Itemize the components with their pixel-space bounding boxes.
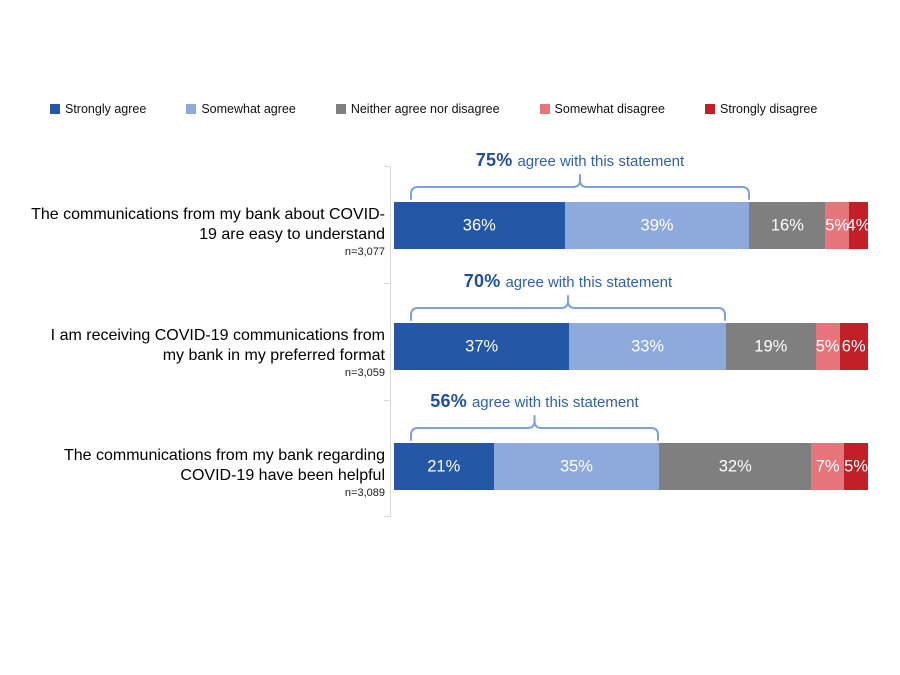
legend-swatch-icon [50, 104, 60, 114]
statement-label: The communications from my bank about CO… [18, 205, 385, 258]
agree-bracket [410, 295, 726, 321]
legend-item-somewhat-disagree: Somewhat disagree [539, 102, 666, 116]
statement-line: The communications from my bank about CO… [31, 206, 385, 223]
agree-annotation: 70% agree with this statement [410, 271, 726, 295]
bar-segment-somewhat-agree: 35% [493, 443, 660, 490]
bar-segment-strongly-disagree: 5% [844, 443, 868, 490]
segment-value-label: 5% [825, 216, 850, 234]
legend-label: Somewhat disagree [554, 102, 666, 116]
segment-value-label: 16% [770, 216, 804, 234]
segment-value-label: 21% [427, 457, 461, 475]
segment-value-label: 5% [815, 337, 840, 355]
bar-segment-somewhat-disagree: 5% [825, 202, 849, 249]
segment-value-label: 4% [846, 216, 871, 234]
axis-tick [384, 516, 391, 517]
bar-segment-neither: 16% [749, 202, 826, 249]
stacked-bar: 37% 33% 19% 5% 6% [394, 323, 868, 370]
statement-line: COVID-19 have been helpful [180, 466, 385, 484]
legend-item-strongly-agree: Strongly agree [50, 102, 146, 116]
statement-group-been-helpful: 56% agree with this statement 21% 35% 32… [0, 391, 900, 511]
agree-annotation: 56% agree with this statement [410, 391, 659, 415]
stacked-bar: 21% 35% 32% 7% 5% [394, 443, 868, 490]
bar-segment-somewhat-agree: 33% [569, 323, 726, 370]
legend-label: Somewhat agree [201, 102, 296, 116]
agree-text: agree with this statement [505, 274, 673, 291]
segment-value-label: 19% [754, 337, 788, 355]
statement-label: I am receiving COVID-19 communications f… [18, 326, 385, 379]
statement-line: 19 are easy to understand [199, 225, 385, 243]
legend-item-somewhat-agree: Somewhat agree [186, 102, 296, 116]
statement-label: The communications from my bank regardin… [18, 446, 385, 499]
agree-annotation: 75% agree with this statement [410, 150, 750, 174]
segment-value-label: 6% [841, 337, 866, 355]
legend-item-strongly-disagree: Strongly disagree [705, 102, 817, 116]
legend-swatch-icon [335, 104, 346, 114]
bar-segment-strongly-agree: 21% [394, 443, 494, 490]
bar-segment-somewhat-disagree: 5% [816, 323, 840, 370]
segment-value-label: 39% [640, 216, 674, 234]
segment-value-label: 35% [559, 457, 593, 475]
category-axis-line [390, 166, 391, 516]
bar-segment-strongly-agree: 36% [394, 202, 565, 249]
statement-line: I am receiving COVID-19 communications f… [50, 327, 385, 344]
sample-size: n=3,059 [344, 367, 385, 380]
bar-segment-neither: 19% [725, 323, 816, 370]
legend-swatch-icon [705, 104, 716, 114]
legend-label: Strongly disagree [720, 102, 818, 116]
agree-percent: 70% [463, 271, 501, 291]
segment-value-label: 36% [462, 216, 496, 234]
legend-swatch-icon [539, 104, 550, 114]
sample-size: n=3,089 [344, 487, 385, 500]
segment-value-label: 5% [844, 457, 869, 475]
segment-value-label: 33% [631, 337, 665, 355]
legend-swatch-icon [186, 104, 197, 114]
bar-segment-strongly-agree: 37% [394, 323, 570, 370]
axis-tick [384, 283, 391, 284]
bar-segment-strongly-disagree: 4% [846, 202, 871, 249]
segment-value-label: 32% [718, 457, 752, 475]
statement-line: The communications from my bank regardin… [63, 447, 385, 464]
axis-tick [384, 400, 391, 401]
agree-bracket [410, 174, 750, 200]
sample-size: n=3,077 [344, 246, 385, 259]
agree-percent: 75% [475, 150, 513, 170]
stacked-bar: 36% 39% 16% 5% 4% [394, 202, 871, 249]
bar-segment-somewhat-disagree: 7% [811, 443, 845, 490]
agree-bracket [410, 415, 659, 441]
legend-label: Strongly agree [65, 102, 147, 116]
segment-value-label: 7% [815, 457, 840, 475]
bar-segment-strongly-disagree: 6% [839, 323, 868, 370]
statement-line: my bank in my preferred format [162, 346, 385, 364]
agree-text: agree with this statement [517, 153, 685, 170]
bar-segment-somewhat-agree: 39% [564, 202, 750, 249]
statement-group-preferred-format: 70% agree with this statement 37% 33% 19… [0, 271, 900, 391]
legend-label: Neither agree nor disagree [350, 102, 500, 116]
agree-percent: 56% [430, 391, 467, 411]
agree-text: agree with this statement [471, 394, 639, 411]
bar-segment-neither: 32% [659, 443, 812, 490]
statement-group-easy-to-understand: 75% agree with this statement 36% 39% 16… [0, 150, 900, 270]
legend-item-neither: Neither agree nor disagree [335, 102, 500, 116]
legend: Strongly agree Somewhat agree Neither ag… [50, 102, 817, 116]
axis-tick [384, 166, 391, 167]
segment-value-label: 37% [465, 337, 499, 355]
